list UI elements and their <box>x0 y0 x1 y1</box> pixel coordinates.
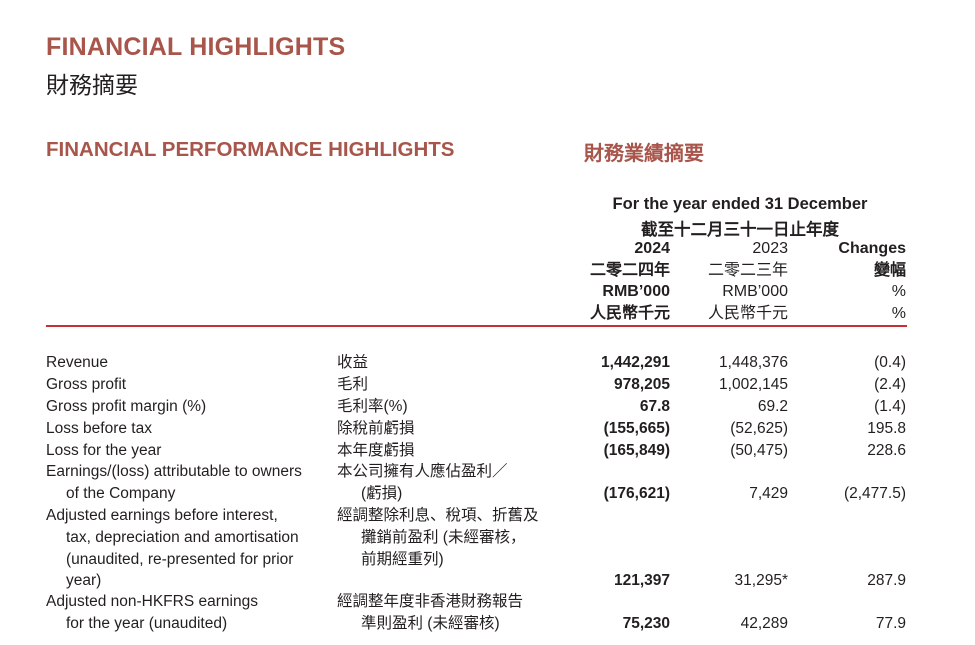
column-unit-chinese: 人民幣千元 <box>707 304 788 322</box>
period-label-chinese: 截至十二月三十一日止年度 <box>641 221 839 239</box>
column-label: Changes <box>838 240 906 257</box>
value-change: 195.8 <box>867 420 906 437</box>
row-label: Loss for the year <box>46 440 331 462</box>
row-label-line: Gross profit margin (%) <box>46 398 207 415</box>
row-label-chinese: 本年度虧損 <box>337 440 567 462</box>
row-label: Revenue <box>46 352 331 374</box>
row-label-line: Loss before tax <box>46 420 152 437</box>
column-header-2023: 2023 二零二三年 RMB’000 人民幣千元 <box>708 238 788 324</box>
value-2024: 978,205 <box>613 376 670 393</box>
row-label-chinese: 除稅前虧損 <box>337 418 567 440</box>
section-title-chinese: 財務業績摘要 <box>584 143 704 165</box>
value-2024: 121,397 <box>613 572 670 590</box>
value-change: (1.4) <box>874 398 906 415</box>
value-2024: 1,442,291 <box>601 354 670 371</box>
section-title: FINANCIAL PERFORMANCE HIGHLIGHTS <box>46 138 455 161</box>
value-2024: (176,621) <box>603 484 670 502</box>
value-change: (2,477.5) <box>843 484 906 502</box>
row-label-line: for the year (unaudited) <box>66 614 228 632</box>
row-label-chinese-line: 準則盈利 (未經審核) <box>361 614 500 632</box>
row-label-line: tax, depreciation and amortisation <box>66 528 299 546</box>
row-label-chinese-line: 經調整年度非香港財務報告 <box>337 593 524 610</box>
value-2023: 42,289 <box>740 614 788 632</box>
row-label-line: Adjusted earnings before interest, <box>46 507 278 524</box>
row-label-chinese: 收益 <box>337 352 567 374</box>
column-year: 2023 <box>752 240 788 257</box>
row-label-line: (unaudited, re-presented for prior <box>66 550 294 568</box>
value-2023: 7,429 <box>749 484 788 502</box>
row-label-line: Earnings/(loss) attributable to owners <box>46 463 302 480</box>
row-label-chinese: 毛利率(%) <box>337 396 567 418</box>
row-label: Adjusted non-HKFRS earnings for the year … <box>46 591 331 635</box>
value-2024: (165,849) <box>603 442 670 459</box>
row-label: Loss before tax <box>46 418 331 440</box>
column-label-chinese: 變幅 <box>873 261 906 279</box>
row-label-chinese-line: 除稅前虧損 <box>337 420 415 437</box>
row-label: Earnings/(loss) attributable to owners of… <box>46 461 331 505</box>
column-unit: RMB’000 <box>722 283 788 300</box>
value-2023: 31,295* <box>734 572 788 590</box>
row-label-line: year) <box>66 572 102 590</box>
row-label-line: Loss for the year <box>46 442 162 459</box>
value-change: 228.6 <box>867 442 906 459</box>
row-label-chinese-line: 本公司擁有人應佔盈利／ <box>337 463 508 480</box>
period-label: For the year ended 31 December <box>612 195 868 213</box>
row-label-chinese-line: 攤銷前盈利 (未經審核， <box>361 528 526 546</box>
row-label-chinese: 經調整除利息、稅項、折舊及攤銷前盈利 (未經審核， 前期經重列) <box>337 505 567 570</box>
page-title: FINANCIAL HIGHLIGHTS <box>46 33 346 61</box>
value-change: (0.4) <box>874 354 906 371</box>
column-year-chinese: 二零二四年 <box>589 261 670 279</box>
value-2024: 75,230 <box>622 614 670 632</box>
row-label-line: Gross profit <box>46 376 127 393</box>
row-label-chinese: 經調整年度非香港財務報告 準則盈利 (未經審核) <box>337 591 567 635</box>
page-title-chinese: 財務摘要 <box>46 72 138 98</box>
column-header-2024: 2024 二零二四年 RMB’000 人民幣千元 <box>590 238 670 324</box>
column-unit: RMB’000 <box>602 283 670 300</box>
row-label-chinese-line: 本年度虧損 <box>337 442 415 459</box>
row-label-line: Revenue <box>46 354 109 371</box>
value-change: (2.4) <box>874 376 906 393</box>
value-change: 287.9 <box>867 572 906 590</box>
row-label: Adjusted earnings before interest, tax, d… <box>46 505 331 592</box>
column-year-chinese: 二零二三年 <box>707 261 788 279</box>
value-2024: (155,665) <box>603 420 670 437</box>
value-2023: 1,002,145 <box>719 376 788 393</box>
column-unit-chinese: 人民幣千元 <box>589 304 670 322</box>
row-label-chinese-line: 收益 <box>337 354 369 371</box>
value-2023: 69.2 <box>757 398 788 415</box>
value-2023: 1,448,376 <box>719 354 788 371</box>
value-2024: 67.8 <box>639 398 670 415</box>
column-unit-chinese: % <box>891 304 906 322</box>
row-label-chinese-line: 前期經重列) <box>361 550 444 568</box>
value-2023: (52,625) <box>730 420 788 437</box>
row-label-chinese: 毛利 <box>337 374 567 396</box>
row-label-chinese-line: (虧損) <box>361 484 403 502</box>
row-label-line: Adjusted non-HKFRS earnings <box>46 593 258 610</box>
row-label-chinese-line: 經調整除利息、稅項、折舊及 <box>337 507 539 524</box>
row-label-chinese-line: 毛利率(%) <box>337 398 408 415</box>
column-unit: % <box>891 283 906 300</box>
row-label-line: of the Company <box>66 484 176 502</box>
column-year: 2024 <box>634 240 670 257</box>
row-label-chinese: 本公司擁有人應佔盈利／ (虧損) <box>337 461 567 505</box>
value-change: 77.9 <box>875 614 906 632</box>
row-label: Gross profit <box>46 374 331 396</box>
row-label-chinese-line: 毛利 <box>337 376 369 393</box>
value-2023: (50,475) <box>730 442 788 459</box>
header-divider <box>46 325 907 327</box>
row-label: Gross profit margin (%) <box>46 396 331 418</box>
column-header-changes: Changes 變幅 % % <box>838 238 906 324</box>
